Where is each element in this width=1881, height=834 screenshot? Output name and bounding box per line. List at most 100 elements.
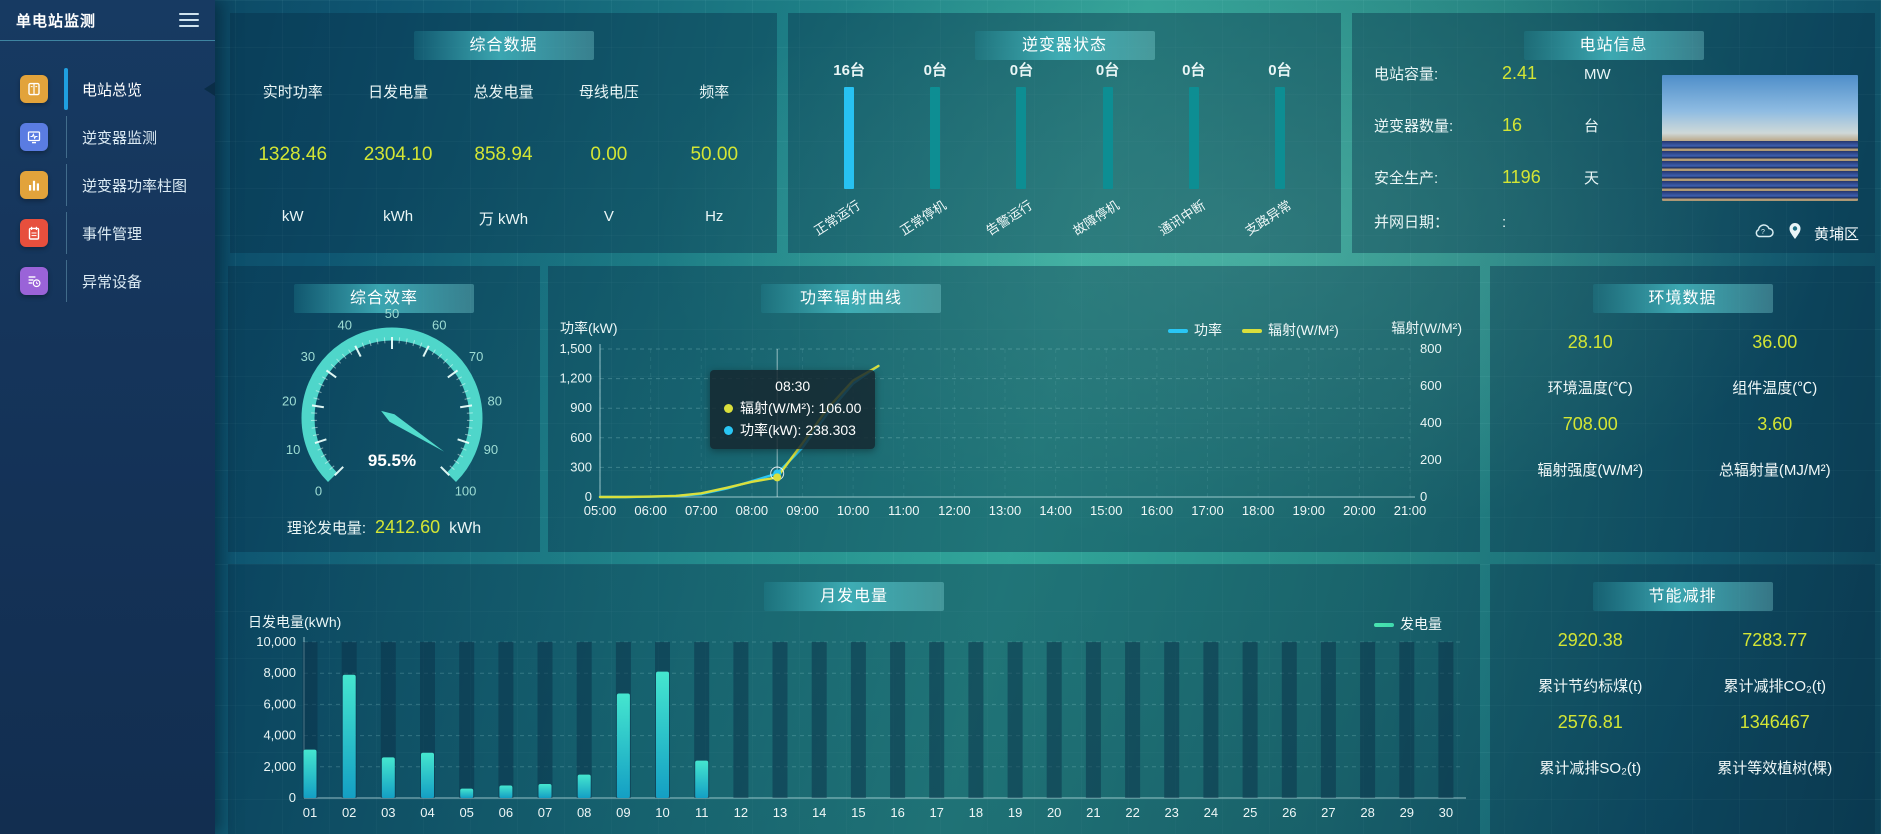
svg-text:01: 01 [303, 805, 317, 820]
panel-title-environment: 环境数据 [1592, 284, 1773, 313]
legend-item-generation[interactable]: 发电量 [1374, 614, 1442, 634]
svg-text:06: 06 [499, 805, 513, 820]
menu-toggle-icon[interactable] [179, 13, 199, 27]
energy-bar-day-10[interactable] [656, 671, 669, 798]
power-radiation-chart[interactable]: 0 300 600 900 1,200 1,500 0 200 400 600 800 05:00 06… [548, 266, 1480, 552]
legend-item-power[interactable]: 功率 [1168, 320, 1222, 340]
left-axis-title: 功率(kW) [560, 320, 618, 336]
stat-value: 0.00 [590, 144, 628, 165]
sidebar-item-inverter-monitor[interactable]: 逆变器监测 [0, 113, 215, 161]
svg-text:19: 19 [1008, 805, 1022, 820]
svg-text:12:00: 12:00 [938, 503, 971, 518]
monthly-generation-chart[interactable]: 0 2,000 4,000 6,000 8,000 10,000 01 02 03 04 05 06 0… [228, 564, 1480, 834]
svg-text:10: 10 [286, 442, 300, 457]
inverter-status-column[interactable]: 0台 正常停机 [892, 59, 978, 247]
menu-rail [66, 260, 67, 302]
bar-shadow [890, 642, 906, 798]
legend-item-radiation[interactable]: 辐射(W/M²) [1242, 320, 1339, 340]
energy-bar-day-08[interactable] [577, 774, 591, 798]
inverter-count: 0台 [923, 62, 947, 79]
sidebar-item-inverter-power-bars[interactable]: 逆变器功率柱图 [0, 161, 215, 209]
station-info-row: 逆变器数量: 16 台 [1374, 115, 1666, 136]
stat-label: 频率 [699, 84, 730, 101]
station-row-unit: MW [1584, 66, 1611, 83]
abnormal-device-icon [20, 267, 48, 295]
panel-efficiency: 综合效率 0 10 20 30 40 50 60 70 80 90 100 95.5% 理论发电量: … [228, 266, 540, 552]
radiation-point [773, 473, 782, 482]
tooltip-rows: 辐射(W/M²): 106.00 功率(kW): 238.303 [724, 398, 861, 441]
svg-text:8,000: 8,000 [263, 665, 296, 680]
app-title: 单电站监测 [16, 12, 97, 30]
svg-text:14:00: 14:00 [1039, 503, 1072, 518]
chart-tooltip: 08:30 辐射(W/M²): 106.00 功率(kW): 238.303 [710, 370, 876, 450]
inverter-status-column[interactable]: 0台 通讯中断 [1151, 59, 1237, 247]
sidebar-item-label: 异常设备 [82, 274, 143, 291]
svg-text:?: ? [1761, 229, 1765, 236]
svg-text:0: 0 [1420, 489, 1427, 504]
stat-unit: kW [281, 208, 304, 225]
svg-text:19:00: 19:00 [1292, 503, 1325, 518]
station-info-row: 并网日期： : [1374, 211, 1666, 232]
stat-value: 858.94 [474, 144, 533, 165]
overview-stats: 实时功率 1328.46 kW 日发电量 2304.10 kWh 总发电量 858.… [240, 71, 767, 241]
station-footer: ? 黄埔区 [1752, 222, 1859, 245]
metric-cell: 36.00 组件温度(℃) [1683, 332, 1868, 398]
bar-shadow [459, 642, 475, 798]
station-row-label: 并网日期： [1374, 214, 1450, 231]
energy-bar-day-09[interactable] [616, 693, 630, 799]
inverter-status-bar [930, 87, 941, 189]
theoretical-generation-row: 理论发电量: 2412.60 kWh [228, 517, 540, 538]
legend-mark [1168, 329, 1188, 333]
legend-mark [1374, 623, 1394, 627]
svg-text:30: 30 [301, 349, 315, 364]
station-location: 黄埔区 [1813, 226, 1859, 243]
inverter-status-column[interactable]: 16台 正常运行 [806, 59, 892, 247]
inverter-status-label: 正常停机 [897, 197, 950, 239]
inverter-status-label: 通讯中断 [1155, 197, 1208, 239]
sidebar-item-abnormal-devices[interactable]: 异常设备 [0, 257, 215, 305]
energy-bar-day-02[interactable] [342, 674, 356, 798]
metric-label: 总辐射量(MJ/M²) [1718, 462, 1831, 479]
metric-value: 2920.38 [1557, 630, 1623, 650]
energy-bar-day-03[interactable] [381, 757, 395, 798]
panel-environment-data: 环境数据 28.10 环境温度(℃) 36.00 组件温度(℃) 708.00 辐射… [1490, 266, 1875, 552]
stat-column: 总发电量 858.94 万 kWh [456, 71, 551, 241]
inverter-status-column[interactable]: 0台 告警运行 [978, 59, 1064, 247]
energy-bar-day-07[interactable] [538, 784, 552, 798]
metric-cell: 7283.77 累计减排CO₂(t) [1683, 630, 1868, 696]
station-row-label: 电站容量: [1374, 66, 1439, 83]
energy-bar-day-06[interactable] [499, 785, 513, 799]
weather-cloud-icon[interactable]: ? [1752, 223, 1776, 245]
efficiency-gauge[interactable]: 0 10 20 30 40 50 60 70 80 90 100 95.5% [228, 266, 540, 552]
svg-text:40: 40 [338, 317, 352, 332]
inverter-status-bars: 16台 正常运行 0台 正常停机 0台 告警运行 0台 故障停机 0台 通讯中断 0台 支… [806, 59, 1323, 247]
metric-value: 36.00 [1752, 332, 1798, 352]
inverter-status-column[interactable]: 0台 故障停机 [1065, 59, 1151, 247]
energy-bar-day-05[interactable] [460, 788, 474, 798]
tooltip-series-dot [724, 426, 733, 436]
inverter-status-column[interactable]: 0台 支路异常 [1237, 59, 1323, 247]
energy-bar-day-11[interactable] [695, 760, 709, 798]
panel-title-inverter-status: 逆变器状态 [974, 31, 1155, 60]
svg-text:70: 70 [469, 349, 483, 364]
metric-label: 累计减排SO₂(t) [1539, 760, 1642, 777]
photo-solar-panels [1662, 140, 1858, 201]
metric-value: 3.60 [1757, 414, 1793, 434]
sidebar-item-event-management[interactable]: 事件管理 [0, 209, 215, 257]
energy-bar-day-01[interactable] [303, 749, 317, 798]
station-row-label: 逆变器数量: [1374, 118, 1454, 135]
svg-text:15:00: 15:00 [1090, 503, 1123, 518]
station-photo [1662, 75, 1858, 201]
photo-sky [1662, 75, 1858, 141]
svg-text:2,000: 2,000 [263, 759, 296, 774]
energy-bar-day-04[interactable] [421, 752, 434, 798]
inverter-status-label: 故障停机 [1069, 197, 1122, 239]
sidebar-collapse-arrow-icon[interactable] [204, 82, 215, 96]
sidebar-item-station-overview[interactable]: 电站总览 [0, 65, 215, 113]
location-pin-icon[interactable] [1788, 222, 1802, 245]
svg-text:02: 02 [342, 805, 356, 820]
svg-text:14: 14 [812, 805, 826, 820]
bar-shadow [850, 642, 866, 798]
stat-unit: 万 kWh [478, 211, 529, 228]
svg-text:11:00: 11:00 [888, 503, 920, 518]
